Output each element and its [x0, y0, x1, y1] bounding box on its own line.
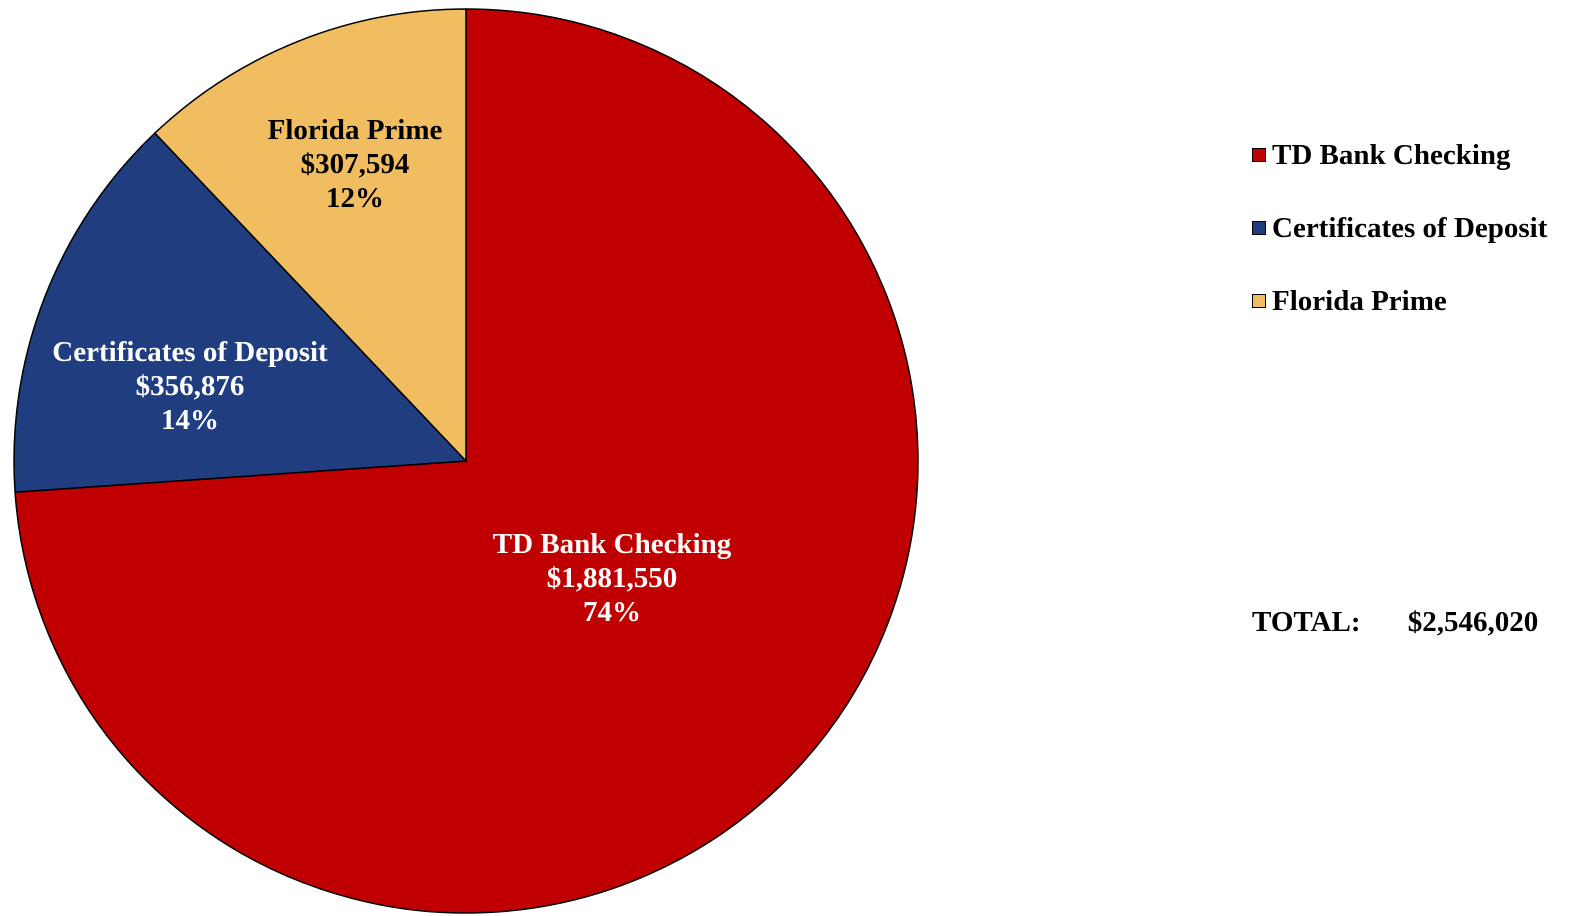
legend-swatch-td-bank-checking [1252, 148, 1266, 162]
legend-swatch-certificates-of-deposit [1252, 221, 1266, 235]
slice-label-percent-certificates-of-deposit: 14% [161, 404, 219, 436]
pie-slice-certificates-of-deposit [13, 132, 468, 493]
legend-swatch-florida-prime [1252, 294, 1266, 308]
pie-slice-florida-prime [153, 8, 467, 463]
legend-item-td-bank-checking: TD Bank Checking [1252, 136, 1547, 174]
legend-label-certificates-of-deposit: Certificates of Deposit [1272, 211, 1548, 244]
pie-slices [13, 8, 919, 914]
legend-item-florida-prime: Florida Prime [1252, 282, 1547, 320]
total-summary: TOTAL: $2,546,020 [1252, 606, 1538, 639]
slice-label-name-florida-prime: Florida Prime [268, 114, 443, 146]
slice-label-percent-florida-prime: 12% [326, 182, 384, 214]
legend-label-td-bank-checking: TD Bank Checking [1272, 138, 1511, 171]
slice-label-name-certificates-of-deposit: Certificates of Deposit [52, 336, 328, 368]
slice-label-value-certificates-of-deposit: $356,876 [136, 370, 245, 402]
slice-label-value-florida-prime: $307,594 [301, 148, 410, 180]
slice-label-value-td-bank-checking: $1,881,550 [547, 562, 678, 594]
total-label: TOTAL: [1252, 606, 1361, 638]
legend-label-florida-prime: Florida Prime [1272, 284, 1447, 317]
legend-item-certificates-of-deposit: Certificates of Deposit [1252, 209, 1547, 247]
total-value: $2,546,020 [1407, 606, 1539, 638]
legend: TD Bank Checking Certificates of Deposit… [1252, 136, 1547, 355]
slice-label-percent-td-bank-checking: 74% [583, 596, 641, 628]
slice-label-name-td-bank-checking: TD Bank Checking [493, 528, 732, 560]
